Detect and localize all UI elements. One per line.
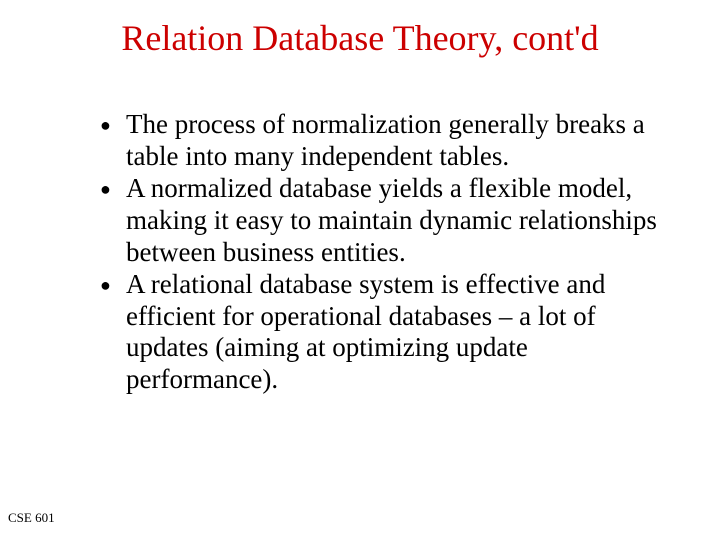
list-item: ● A normalized database yields a flexibl… [98,173,680,269]
bullet-text: A normalized database yields a flexible … [126,173,680,269]
bullet-text: The process of normalization generally b… [126,109,680,173]
bullet-marker-icon: ● [98,109,126,141]
list-item: ● The process of normalization generally… [98,109,680,173]
slide-footer: CSE 601 [8,510,55,526]
slide-title: Relation Database Theory, cont'd [40,18,680,59]
bullet-marker-icon: ● [98,269,126,301]
slide: Relation Database Theory, cont'd ● The p… [0,0,720,540]
bullet-marker-icon: ● [98,173,126,205]
list-item: ● A relational database system is effect… [98,269,680,396]
bullet-text: A relational database system is effectiv… [126,269,680,396]
bullet-list: ● The process of normalization generally… [40,109,680,396]
